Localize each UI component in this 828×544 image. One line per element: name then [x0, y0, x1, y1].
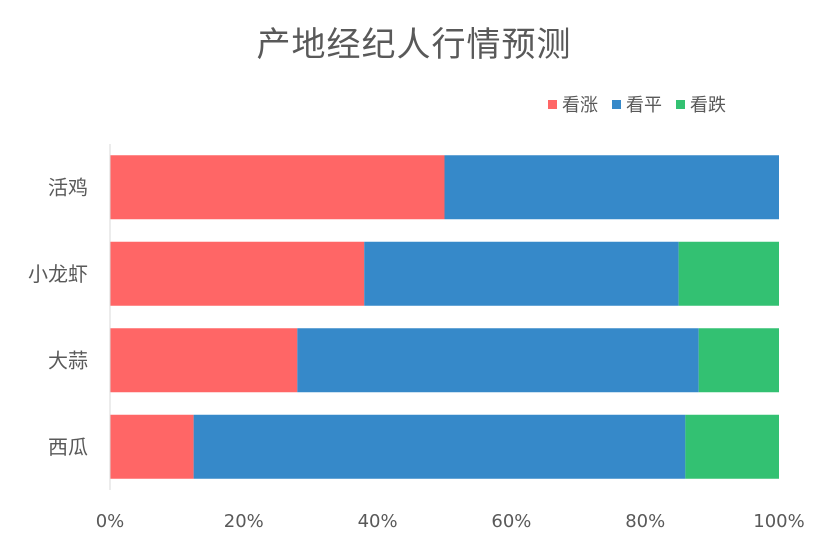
- x-tick-label: 60%: [491, 511, 531, 532]
- bar-segment: [698, 328, 779, 393]
- legend-label-fall: 看跌: [690, 95, 726, 116]
- legend-label-flat: 看平: [626, 95, 662, 116]
- bar-segment: [110, 414, 194, 479]
- x-tick-label: 0%: [96, 511, 125, 532]
- legend-swatch-rise: [548, 99, 557, 109]
- bar-segment: [678, 241, 779, 306]
- legend: 看涨 看平 看跌: [548, 92, 740, 116]
- legend-swatch-flat: [612, 99, 621, 109]
- category-label: 小龙虾: [28, 262, 88, 286]
- category-label: 活鸡: [48, 175, 88, 199]
- x-tick-label: 100%: [753, 511, 804, 532]
- bar-segment: [110, 241, 365, 306]
- x-tick-label: 20%: [224, 511, 264, 532]
- bar-segment: [364, 241, 679, 306]
- bar-segment: [193, 414, 686, 479]
- legend-label-rise: 看涨: [562, 95, 598, 116]
- chart-title: 产地经纪人行情预测: [256, 25, 572, 65]
- bar-segment: [444, 155, 779, 220]
- x-tick-label: 40%: [358, 511, 398, 532]
- category-label: 西瓜: [48, 435, 88, 459]
- bar-segment: [110, 328, 298, 393]
- category-label: 大蒜: [48, 348, 88, 372]
- legend-item-rise: 看涨: [548, 91, 598, 117]
- bar-segment: [110, 155, 445, 220]
- legend-swatch-fall: [676, 99, 685, 109]
- x-tick-label: 80%: [625, 511, 665, 532]
- bar-segment: [297, 328, 699, 393]
- legend-item-fall: 看跌: [676, 91, 726, 117]
- bar-segment: [685, 414, 779, 479]
- legend-item-flat: 看平: [612, 91, 662, 117]
